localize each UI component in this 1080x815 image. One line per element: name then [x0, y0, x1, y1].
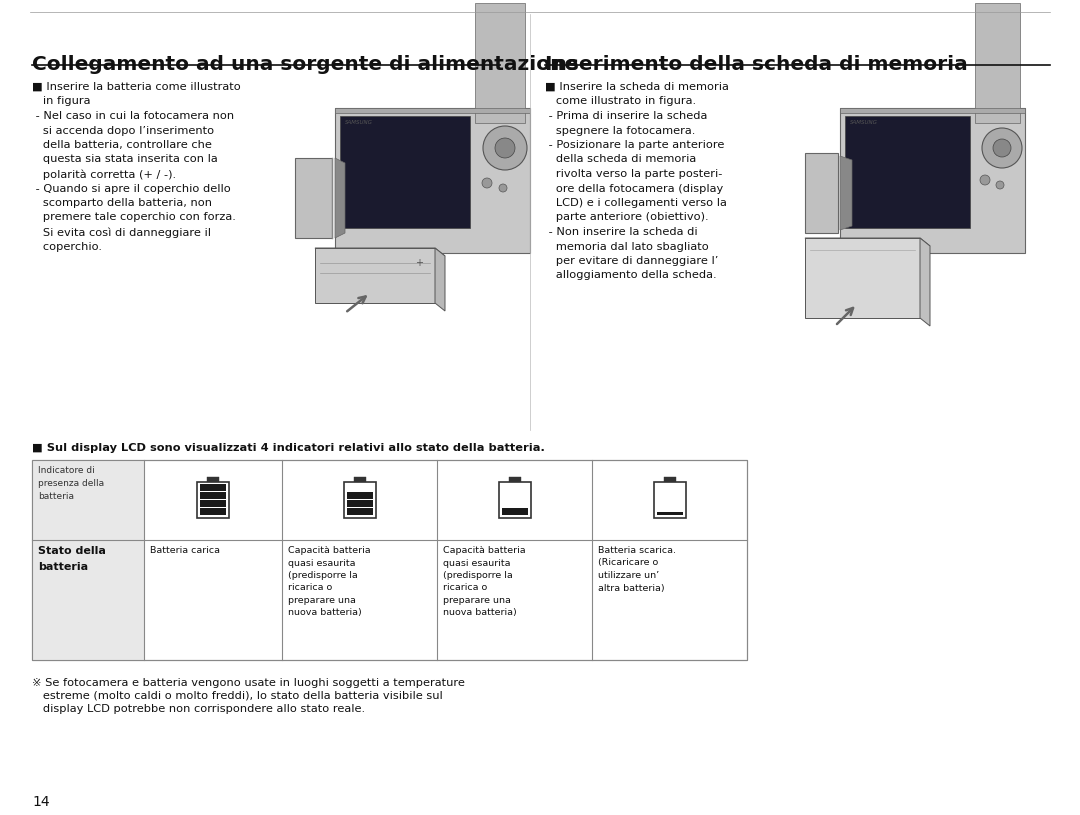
Text: - Posizionare la parte anteriore: - Posizionare la parte anteriore: [545, 140, 725, 150]
Text: coperchio.: coperchio.: [32, 241, 102, 252]
Text: parte anteriore (obiettivo).: parte anteriore (obiettivo).: [545, 213, 708, 222]
Polygon shape: [805, 238, 920, 318]
Text: Inserimento della scheda di memoria: Inserimento della scheda di memoria: [545, 55, 968, 74]
Text: polarità corretta (+ / -).: polarità corretta (+ / -).: [32, 169, 176, 179]
Bar: [353, 477, 365, 482]
Text: ■ Sul display LCD sono visualizzati 4 indicatori relativi allo stato della batte: ■ Sul display LCD sono visualizzati 4 in…: [32, 443, 545, 453]
Circle shape: [483, 126, 527, 170]
Text: - Nel caso in cui la fotocamera non: - Nel caso in cui la fotocamera non: [32, 111, 234, 121]
Text: - Prima di inserire la scheda: - Prima di inserire la scheda: [545, 111, 707, 121]
Text: +: +: [415, 258, 423, 268]
Text: Capacità batteria
quasi esaurita
(predisporre la
ricarica o
preparare una
nuova : Capacità batteria quasi esaurita (predis…: [288, 546, 370, 618]
Text: come illustrato in figura.: come illustrato in figura.: [545, 96, 697, 107]
Text: - Non inserire la scheda di: - Non inserire la scheda di: [545, 227, 698, 237]
Bar: [657, 512, 683, 515]
Bar: [343, 482, 376, 518]
Polygon shape: [435, 248, 445, 311]
Text: scomparto della batteria, non: scomparto della batteria, non: [32, 198, 212, 208]
Text: Batteria carica: Batteria carica: [150, 546, 220, 555]
Text: Si evita così di danneggiare il: Si evita così di danneggiare il: [32, 227, 211, 237]
Polygon shape: [840, 156, 852, 230]
Text: Indicatore di
presenza della
batteria: Indicatore di presenza della batteria: [38, 466, 104, 501]
Bar: [653, 482, 686, 518]
Circle shape: [980, 175, 990, 185]
Bar: [509, 477, 521, 482]
Bar: [975, 3, 1020, 123]
Text: Batteria scarica.
(Ricaricare o
utilizzare un’
altra batteria): Batteria scarica. (Ricaricare o utilizza…: [598, 546, 676, 593]
Text: SAMSUNG: SAMSUNG: [345, 120, 373, 125]
Polygon shape: [920, 238, 930, 326]
Bar: [335, 108, 530, 113]
Bar: [840, 108, 1025, 113]
Polygon shape: [295, 158, 332, 238]
Text: Capacità batteria
quasi esaurita
(predisporre la
ricarica o
preparare una
nuova : Capacità batteria quasi esaurita (predis…: [443, 546, 526, 618]
Text: ■ Inserire la batteria come illustrato: ■ Inserire la batteria come illustrato: [32, 82, 241, 92]
Text: ■ Inserire la scheda di memoria: ■ Inserire la scheda di memoria: [545, 82, 729, 92]
Text: ore della fotocamera (display: ore della fotocamera (display: [545, 183, 724, 193]
Polygon shape: [335, 108, 530, 253]
Text: SAMSUNG: SAMSUNG: [850, 120, 878, 125]
Text: premere tale coperchio con forza.: premere tale coperchio con forza.: [32, 213, 235, 222]
Text: in figura: in figura: [32, 96, 91, 107]
Text: Stato della
batteria: Stato della batteria: [38, 546, 106, 572]
Text: per evitare di danneggiare l’: per evitare di danneggiare l’: [545, 256, 718, 266]
Bar: [347, 500, 373, 507]
Circle shape: [982, 128, 1022, 168]
Text: estreme (molto caldi o molto freddi), lo stato della batteria visibile sul: estreme (molto caldi o molto freddi), lo…: [32, 691, 443, 701]
Text: rivolta verso la parte posteri-: rivolta verso la parte posteri-: [545, 169, 723, 179]
Bar: [663, 477, 675, 482]
Text: questa sia stata inserita con la: questa sia stata inserita con la: [32, 155, 218, 165]
Circle shape: [482, 178, 492, 188]
Circle shape: [993, 139, 1011, 157]
Circle shape: [996, 181, 1004, 189]
Bar: [32, 460, 747, 660]
Polygon shape: [840, 108, 1025, 253]
Bar: [32, 460, 747, 660]
Circle shape: [499, 184, 507, 192]
Bar: [200, 508, 226, 515]
Bar: [347, 492, 373, 500]
Bar: [501, 508, 527, 515]
Bar: [499, 482, 530, 518]
Bar: [207, 477, 219, 482]
Text: della scheda di memoria: della scheda di memoria: [545, 155, 697, 165]
Bar: [347, 508, 373, 515]
Polygon shape: [335, 158, 345, 238]
Text: 14: 14: [32, 795, 50, 809]
Polygon shape: [340, 116, 470, 228]
Polygon shape: [805, 238, 930, 246]
Text: si accenda dopo l’inserimento: si accenda dopo l’inserimento: [32, 126, 214, 135]
Bar: [200, 500, 226, 507]
Text: memoria dal lato sbagliato: memoria dal lato sbagliato: [545, 241, 708, 252]
Text: spegnere la fotocamera.: spegnere la fotocamera.: [545, 126, 696, 135]
Text: ※ Se fotocamera e batteria vengono usate in luoghi soggetti a temperature: ※ Se fotocamera e batteria vengono usate…: [32, 678, 464, 688]
Bar: [200, 492, 226, 500]
Bar: [32, 460, 144, 660]
Polygon shape: [805, 153, 838, 233]
Bar: [197, 482, 229, 518]
Polygon shape: [315, 248, 435, 303]
Text: - Quando si apre il coperchio dello: - Quando si apre il coperchio dello: [32, 183, 231, 193]
Text: alloggiamento della scheda.: alloggiamento della scheda.: [545, 271, 717, 280]
Bar: [475, 3, 525, 123]
Bar: [200, 484, 226, 491]
Text: Collegamento ad una sorgente di alimentazione: Collegamento ad una sorgente di alimenta…: [32, 55, 578, 74]
Circle shape: [495, 138, 515, 158]
Polygon shape: [315, 248, 445, 256]
Text: LCD) e i collegamenti verso la: LCD) e i collegamenti verso la: [545, 198, 727, 208]
Text: display LCD potrebbe non corrispondere allo stato reale.: display LCD potrebbe non corrispondere a…: [32, 704, 365, 714]
Polygon shape: [845, 116, 970, 228]
Text: della batteria, controllare che: della batteria, controllare che: [32, 140, 212, 150]
